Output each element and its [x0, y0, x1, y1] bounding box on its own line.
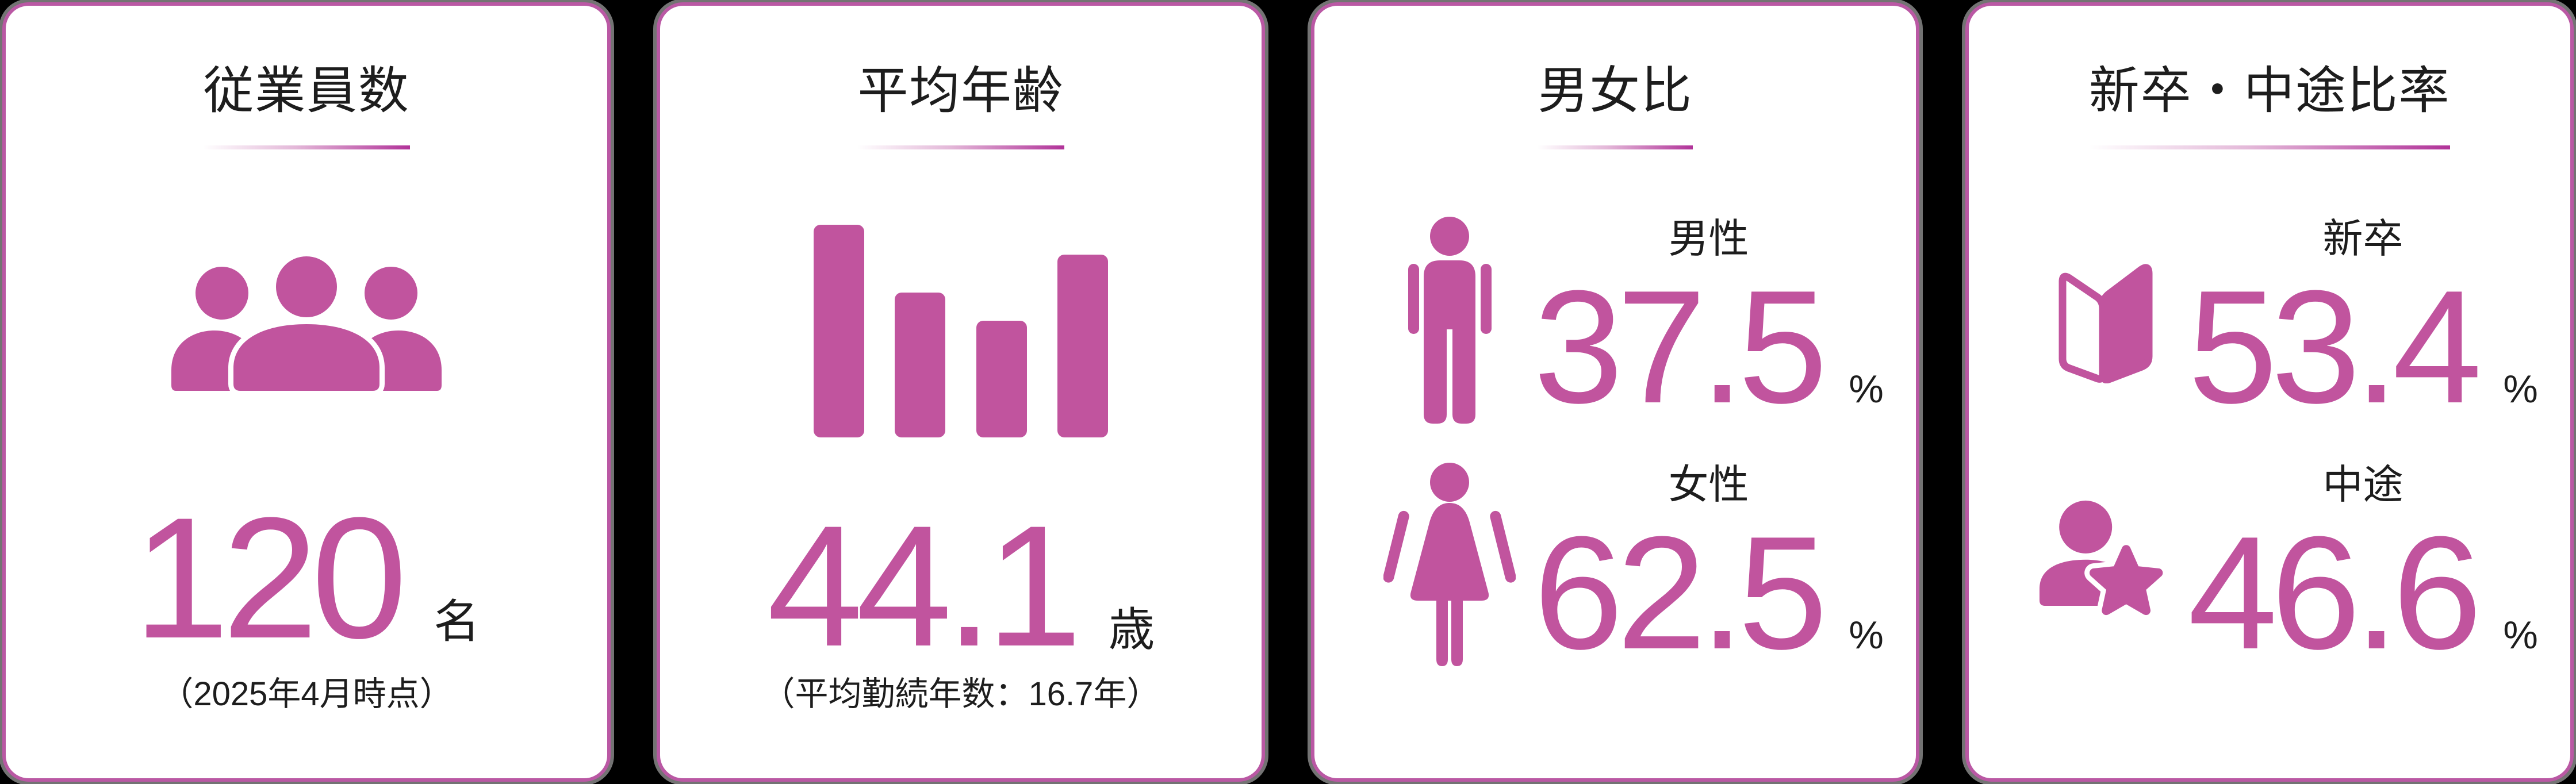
midcareer-stat-row: 中途 46.6 %	[1969, 460, 2570, 675]
female-label: 女性	[1668, 462, 1749, 508]
female-icon-box	[1381, 460, 1519, 675]
newgrad-unit: %	[2503, 367, 2538, 411]
card-title: 男女比	[1538, 63, 1692, 149]
bar-chart-icon	[814, 225, 1108, 437]
card-average-age: 平均年齢 44.1 歳 （平均勤続年数：16.7年）	[657, 2, 1265, 782]
newgrad-stat-row: 新卒 53.4 %	[1969, 214, 2570, 429]
card-title: 平均年齢	[857, 63, 1064, 149]
newgrad-stat-text: 新卒 53.4 %	[2173, 216, 2553, 428]
midcareer-unit: %	[2503, 613, 2538, 657]
female-stat-text: 女性 62.5 %	[1519, 462, 1899, 674]
card-title: 新卒・中途比率	[2089, 63, 2450, 149]
age-unit: 歳	[1108, 604, 1155, 655]
employees-value-row: 120 名	[6, 491, 607, 664]
newgrad-label: 新卒	[2322, 216, 2404, 262]
card-recruit-header: 新卒・中途比率	[1969, 63, 2570, 149]
male-icon	[1408, 216, 1492, 424]
male-label: 男性	[1668, 216, 1749, 262]
person-star-icon	[2039, 500, 2168, 620]
open-book-icon	[2058, 264, 2153, 383]
male-icon-box	[1381, 214, 1519, 429]
age-value-row: 44.1 歳	[660, 499, 1262, 672]
male-unit: %	[1849, 367, 1884, 411]
midcareer-stat-text: 中途 46.6 %	[2173, 462, 2553, 674]
newgrad-icon-box	[2035, 214, 2173, 429]
people-group-icon	[171, 255, 442, 393]
midcareer-label: 中途	[2322, 462, 2404, 508]
female-stat-row: 女性 62.5 %	[1314, 460, 1916, 675]
card-employees-header: 従業員数	[6, 63, 607, 149]
card-title: 従業員数	[203, 63, 409, 149]
employees-value: 120	[133, 481, 408, 674]
card-employees: 従業員数 120 名 （2025年4月時点）	[2, 2, 611, 782]
age-note: （平均勤続年数：16.7年）	[761, 675, 1160, 713]
midcareer-value: 46.6	[2188, 503, 2482, 683]
card-gender-ratio: 男女比 男性 37.5 %	[1311, 2, 1919, 782]
male-value: 37.5	[1534, 257, 1827, 437]
age-value: 44.1	[767, 489, 1082, 682]
employees-note: （2025年4月時点）	[160, 675, 453, 713]
female-value: 62.5	[1534, 503, 1827, 683]
card-gender-header: 男女比	[1314, 63, 1916, 149]
female-icon	[1383, 462, 1516, 666]
male-stat-row: 男性 37.5 %	[1314, 214, 1916, 429]
newgrad-value: 53.4	[2188, 257, 2482, 437]
employees-unit: 名	[434, 596, 480, 647]
midcareer-icon-box	[2035, 460, 2173, 675]
male-stat-text: 男性 37.5 %	[1519, 216, 1899, 428]
card-age-header: 平均年齢	[660, 63, 1262, 149]
female-unit: %	[1849, 613, 1884, 657]
card-recruit-ratio: 新卒・中途比率 新卒 53.4 %	[1965, 2, 2574, 782]
